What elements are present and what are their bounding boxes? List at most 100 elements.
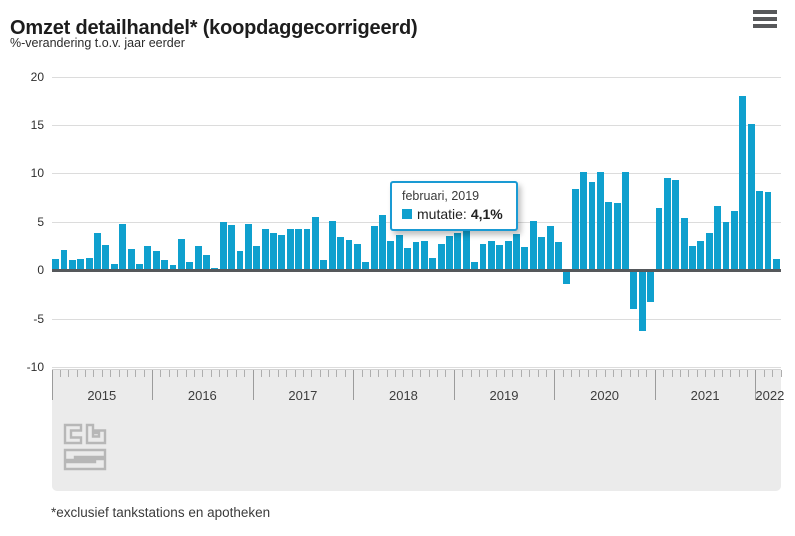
bar[interactable]	[253, 246, 261, 271]
bar[interactable]	[513, 234, 520, 271]
bar[interactable]	[663, 178, 671, 271]
bar[interactable]	[596, 171, 604, 271]
bar[interactable]	[756, 190, 763, 271]
bar[interactable]	[286, 228, 294, 271]
bar[interactable]	[412, 242, 420, 271]
bar[interactable]	[647, 271, 655, 302]
bar[interactable]	[546, 225, 554, 271]
bar[interactable]	[697, 241, 705, 271]
bar[interactable]	[169, 265, 177, 271]
bar[interactable]	[521, 247, 529, 271]
bar[interactable]	[462, 230, 470, 271]
bar[interactable]	[588, 182, 596, 271]
bar[interactable]	[580, 172, 588, 271]
bar[interactable]	[638, 271, 646, 331]
month-tick	[478, 370, 480, 377]
bar[interactable]	[295, 228, 303, 271]
bar[interactable]	[387, 241, 395, 271]
timeline-brush-panel[interactable]	[51, 407, 781, 491]
bar[interactable]	[605, 201, 613, 271]
bar[interactable]	[362, 261, 370, 271]
bar[interactable]	[429, 257, 437, 271]
bar[interactable]	[471, 261, 479, 271]
bar[interactable]	[764, 191, 772, 271]
bar[interactable]	[77, 258, 85, 271]
bar[interactable]	[454, 233, 462, 271]
bar[interactable]	[52, 258, 60, 271]
bar[interactable]	[496, 245, 504, 271]
hamburger-menu-icon[interactable]	[753, 10, 777, 28]
footnote: *exclusief tankstations en apotheken	[51, 505, 271, 520]
month-tick	[219, 370, 221, 377]
bar[interactable]	[555, 242, 562, 271]
bar[interactable]	[672, 180, 680, 271]
bar[interactable]	[110, 263, 118, 271]
bar[interactable]	[504, 241, 512, 271]
bar[interactable]	[680, 218, 688, 271]
bar[interactable]	[177, 239, 185, 271]
bar[interactable]	[219, 221, 227, 271]
month-tick	[118, 370, 120, 377]
bar[interactable]	[747, 124, 755, 271]
bar[interactable]	[538, 237, 546, 271]
y-axis-tick-label: 10	[30, 166, 44, 181]
bar[interactable]	[722, 221, 730, 271]
bar[interactable]	[136, 264, 143, 271]
bar[interactable]	[102, 245, 110, 271]
bar[interactable]	[94, 233, 101, 271]
bar[interactable]	[60, 249, 68, 271]
bar[interactable]	[228, 224, 236, 271]
bar[interactable]	[144, 246, 152, 271]
month-tick	[403, 370, 405, 377]
bar[interactable]	[446, 236, 453, 271]
bar[interactable]	[353, 244, 361, 271]
bar[interactable]	[689, 246, 696, 271]
bar[interactable]	[320, 259, 328, 271]
month-tick	[227, 370, 229, 377]
bar[interactable]	[705, 232, 713, 271]
bar[interactable]	[395, 235, 403, 271]
bar[interactable]	[437, 244, 445, 271]
bar[interactable]	[186, 261, 194, 271]
bar[interactable]	[622, 172, 629, 271]
page-title: Omzet detailhandel* (koopdaggecorrigeerd…	[10, 17, 418, 40]
bar[interactable]	[278, 235, 286, 271]
bar[interactable]	[370, 225, 378, 271]
bar[interactable]	[127, 248, 135, 271]
bar[interactable]	[655, 208, 663, 271]
gridline	[51, 318, 781, 320]
bar[interactable]	[345, 240, 353, 271]
bar[interactable]	[337, 237, 344, 271]
bar[interactable]	[420, 241, 428, 271]
bar[interactable]	[529, 220, 537, 271]
bar[interactable]	[203, 254, 210, 271]
bar[interactable]	[244, 223, 252, 271]
bar[interactable]	[563, 271, 571, 285]
bar[interactable]	[487, 241, 495, 271]
bar[interactable]	[311, 217, 319, 271]
bar[interactable]	[571, 188, 579, 271]
bar[interactable]	[730, 211, 738, 271]
bar[interactable]	[714, 206, 722, 271]
bar[interactable]	[630, 271, 638, 309]
bar[interactable]	[194, 246, 202, 271]
year-label: 2018	[388, 388, 418, 403]
month-tick	[520, 370, 522, 377]
bar[interactable]	[303, 228, 311, 271]
bar[interactable]	[479, 244, 487, 271]
bar[interactable]	[772, 258, 780, 271]
bar[interactable]	[613, 202, 621, 271]
cbs-logo	[63, 423, 107, 471]
bar[interactable]	[236, 250, 244, 271]
bar[interactable]	[379, 215, 386, 271]
bar[interactable]	[161, 259, 169, 271]
bar[interactable]	[119, 223, 127, 271]
bar[interactable]	[68, 259, 76, 271]
bar[interactable]	[404, 248, 412, 271]
bar[interactable]	[261, 228, 269, 271]
bar[interactable]	[270, 233, 277, 271]
bar[interactable]	[739, 95, 747, 271]
bar[interactable]	[328, 220, 336, 271]
bar[interactable]	[152, 250, 160, 271]
bar[interactable]	[85, 257, 93, 271]
